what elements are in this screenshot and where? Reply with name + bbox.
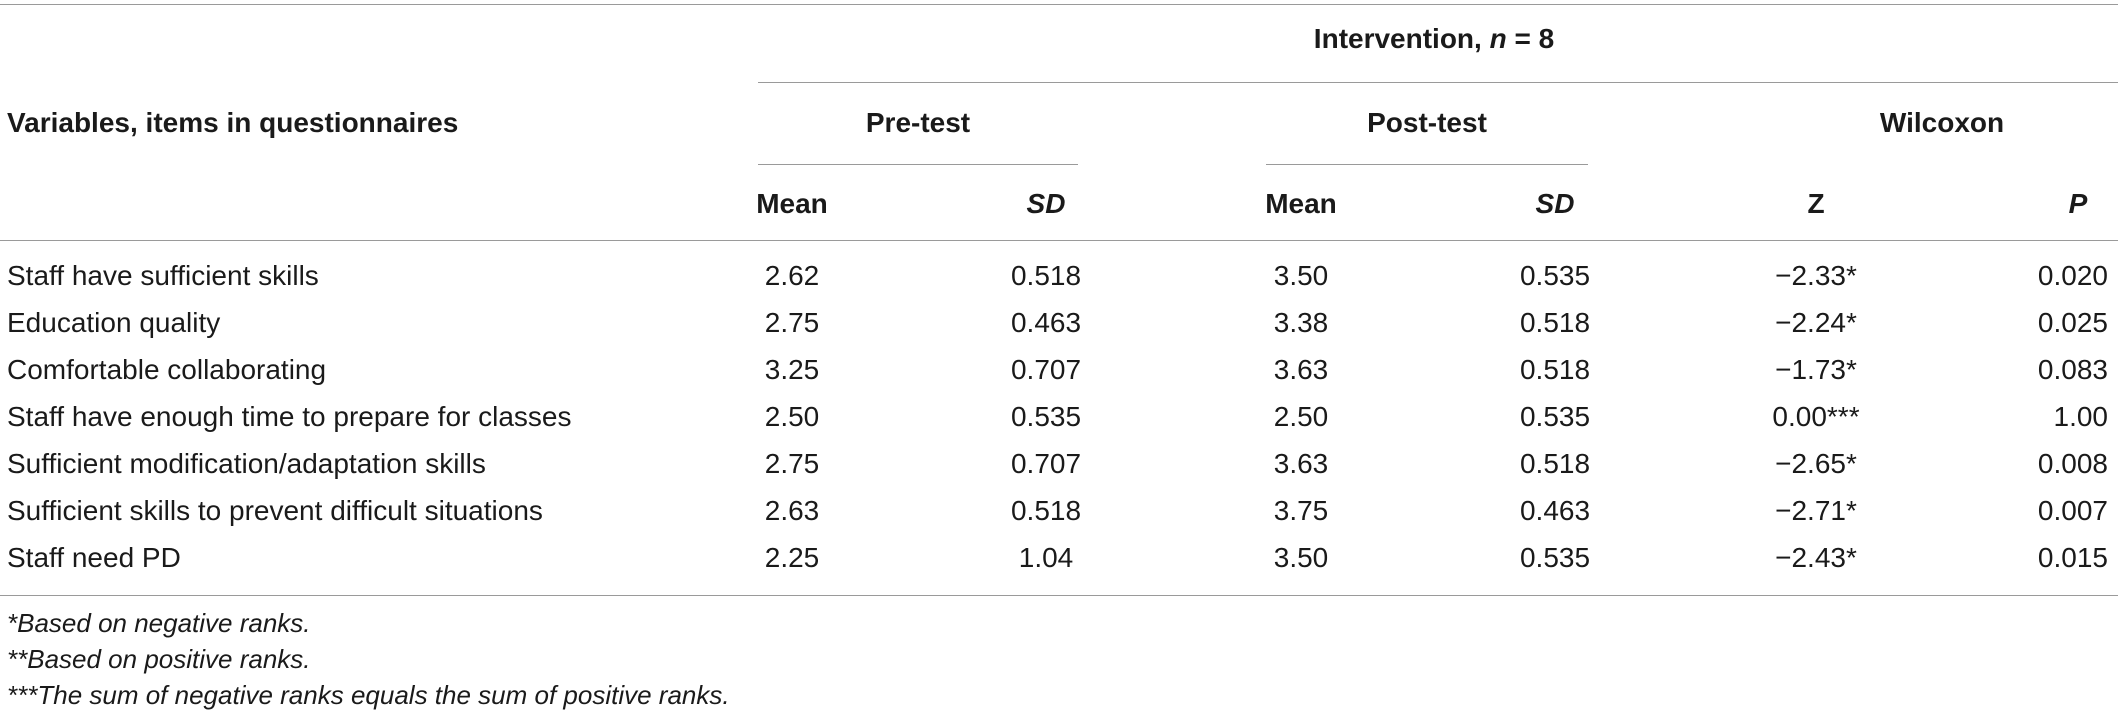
col-header-p: P [2068, 188, 2088, 219]
cell-post-sd: 0.535 [1519, 260, 1591, 291]
row-label: Sufficient skills to prevent difficult s… [7, 495, 543, 526]
posttest-underline [1266, 164, 1588, 165]
cell-pre-sd: 0.707 [1010, 448, 1082, 479]
cell-wilcoxon-p: 0.025 [2037, 307, 2108, 338]
intervention-suffix: = 8 [1506, 23, 1555, 54]
cell-wilcoxon-z: −2.33* [1775, 260, 1857, 291]
footnote-2: **Based on positive ranks. [7, 644, 311, 674]
cell-pre-mean: 2.25 [764, 542, 820, 573]
cell-pre-mean: 2.75 [764, 307, 820, 338]
cell-pre-mean: 3.25 [764, 354, 820, 385]
cell-pre-sd: 1.04 [1018, 542, 1074, 573]
cell-post-mean: 3.50 [1273, 260, 1329, 291]
cell-wilcoxon-p: 0.083 [2037, 354, 2108, 385]
cell-pre-sd: 0.518 [1010, 260, 1082, 291]
col-header-pre-sd: SD [1026, 188, 1066, 219]
cell-post-sd: 0.535 [1519, 542, 1591, 573]
body-bottom-rule [0, 595, 2118, 596]
intervention-underline [758, 82, 2118, 83]
col-header-post-sd: SD [1535, 188, 1575, 219]
cell-wilcoxon-p: 0.007 [2037, 495, 2108, 526]
top-rule [0, 4, 2118, 5]
subgroup-wilcoxon: Wilcoxon [1879, 107, 2005, 138]
cell-post-sd: 0.463 [1519, 495, 1591, 526]
cell-wilcoxon-z: 0.00*** [1772, 401, 1860, 432]
cell-wilcoxon-z: −2.65* [1775, 448, 1857, 479]
row-label: Sufficient modification/adaptation skill… [7, 448, 486, 479]
row-label: Staff need PD [7, 542, 181, 573]
cell-post-mean: 3.63 [1273, 448, 1329, 479]
stub-header: Variables, items in questionnaires [7, 107, 459, 138]
cell-wilcoxon-p: 1.00 [2053, 401, 2109, 432]
cell-post-sd: 0.518 [1519, 354, 1591, 385]
cell-post-sd: 0.535 [1519, 401, 1591, 432]
cell-wilcoxon-z: −1.73* [1775, 354, 1857, 385]
row-label: Staff have enough time to prepare for cl… [7, 401, 572, 432]
intervention-header: Intervention, n = 8 [1314, 22, 1554, 56]
row-label: Staff have sufficient skills [7, 260, 319, 291]
footnote-3: ***The sum of negative ranks equals the … [7, 680, 730, 710]
cell-pre-sd: 0.535 [1010, 401, 1082, 432]
intervention-prefix: Intervention, [1313, 23, 1490, 54]
footnote-1: *Based on negative ranks. [7, 608, 311, 638]
cell-pre-mean: 2.50 [764, 401, 820, 432]
cell-pre-mean: 2.62 [764, 260, 820, 291]
subgroup-posttest: Post-test [1367, 107, 1487, 138]
cell-pre-mean: 2.75 [764, 448, 820, 479]
cell-wilcoxon-p: 0.020 [2037, 260, 2108, 291]
col-header-z: Z [1807, 188, 1825, 219]
pretest-underline [758, 164, 1078, 165]
cell-wilcoxon-z: −2.24* [1775, 307, 1857, 338]
cell-wilcoxon-z: −2.43* [1775, 542, 1857, 573]
cell-wilcoxon-p: 0.015 [2037, 542, 2108, 573]
header-bottom-rule [0, 240, 2118, 241]
col-header-post-mean: Mean [1265, 188, 1337, 219]
cell-post-sd: 0.518 [1519, 307, 1591, 338]
cell-post-mean: 3.50 [1273, 542, 1329, 573]
cell-wilcoxon-p: 0.008 [2037, 448, 2108, 479]
subgroup-pretest: Pre-test [865, 107, 971, 138]
cell-post-mean: 3.75 [1273, 495, 1329, 526]
cell-pre-sd: 0.707 [1010, 354, 1082, 385]
cell-post-mean: 2.50 [1273, 401, 1329, 432]
cell-pre-sd: 0.463 [1010, 307, 1082, 338]
cell-post-mean: 3.63 [1273, 354, 1329, 385]
row-label: Comfortable collaborating [7, 354, 327, 385]
cell-post-sd: 0.518 [1519, 448, 1591, 479]
cell-post-mean: 3.38 [1273, 307, 1329, 338]
cell-pre-sd: 0.518 [1010, 495, 1082, 526]
cell-pre-mean: 2.63 [764, 495, 820, 526]
intervention-n: n [1489, 23, 1507, 54]
cell-wilcoxon-z: −2.71* [1775, 495, 1857, 526]
col-header-pre-mean: Mean [756, 188, 828, 219]
row-label: Education quality [7, 307, 221, 338]
